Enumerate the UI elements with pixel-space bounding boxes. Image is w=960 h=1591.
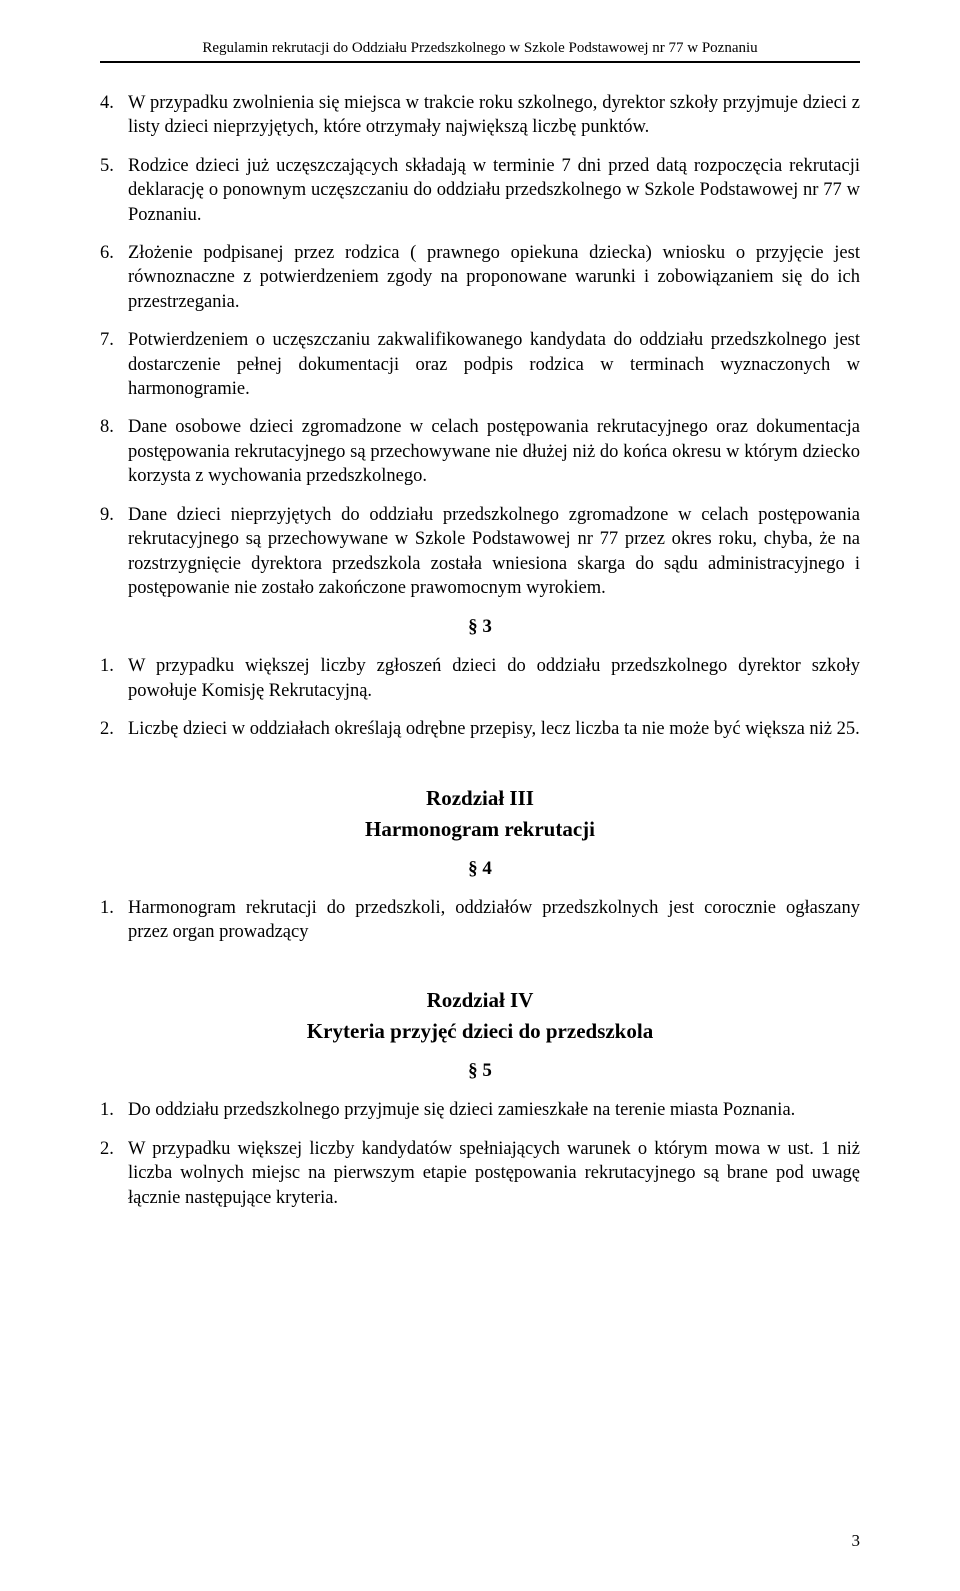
list-item-number: 7. <box>100 328 128 401</box>
section-4-mark: § 4 <box>100 858 860 880</box>
list-item-number: 1. <box>100 1098 128 1122</box>
list-item-number: 5. <box>100 154 128 227</box>
list-block-b: 1.W przypadku większej liczby zgłoszeń d… <box>100 654 860 741</box>
list-item-number: 1. <box>100 654 128 703</box>
list-item-text: Do oddziału przedszkolnego przyjmuje się… <box>128 1098 860 1122</box>
chapter-3-subtitle: Harmonogram rekrutacji <box>100 817 860 842</box>
list-item-number: 1. <box>100 896 128 945</box>
list-item-text: W przypadku zwolnienia się miejsca w tra… <box>128 91 860 140</box>
list-item: 8.Dane osobowe dzieci zgromadzone w cela… <box>100 415 860 488</box>
list-item-number: 2. <box>100 717 128 741</box>
list-item-number: 8. <box>100 415 128 488</box>
list-item: 7.Potwierdzeniem o uczęszczaniu zakwalif… <box>100 328 860 401</box>
chapter-4-subtitle: Kryteria przyjęć dzieci do przedszkola <box>100 1019 860 1044</box>
page-header: Regulamin rekrutacji do Oddziału Przedsz… <box>100 40 860 57</box>
list-item-number: 4. <box>100 91 128 140</box>
header-rule <box>100 61 860 63</box>
list-item-text: W przypadku większej liczby kandydatów s… <box>128 1137 860 1210</box>
list-item: 5.Rodzice dzieci już uczęszczających skł… <box>100 154 860 227</box>
list-block-c: 1.Harmonogram rekrutacji do przedszkoli,… <box>100 896 860 945</box>
list-item-number: 2. <box>100 1137 128 1210</box>
list-item-text: Dane dzieci nieprzyjętych do oddziału pr… <box>128 503 860 601</box>
list-item: 9.Dane dzieci nieprzyjętych do oddziału … <box>100 503 860 601</box>
section-5-mark: § 5 <box>100 1060 860 1082</box>
list-block-d: 1.Do oddziału przedszkolnego przyjmuje s… <box>100 1098 860 1210</box>
list-item-text: W przypadku większej liczby zgłoszeń dzi… <box>128 654 860 703</box>
list-item: 1.W przypadku większej liczby zgłoszeń d… <box>100 654 860 703</box>
list-item: 6.Złożenie podpisanej przez rodzica ( pr… <box>100 241 860 314</box>
list-item: 2.Liczbę dzieci w oddziałach określają o… <box>100 717 860 741</box>
list-item: 2.W przypadku większej liczby kandydatów… <box>100 1137 860 1210</box>
list-item-text: Potwierdzeniem o uczęszczaniu zakwalifik… <box>128 328 860 401</box>
page-number: 3 <box>852 1531 861 1551</box>
list-item-text: Złożenie podpisanej przez rodzica ( praw… <box>128 241 860 314</box>
list-item: 1.Do oddziału przedszkolnego przyjmuje s… <box>100 1098 860 1122</box>
list-item-number: 9. <box>100 503 128 601</box>
section-3-mark: § 3 <box>100 616 860 638</box>
document-page: Regulamin rekrutacji do Oddziału Przedsz… <box>0 0 960 1591</box>
list-item-text: Liczbę dzieci w oddziałach określają odr… <box>128 717 860 741</box>
list-item-text: Dane osobowe dzieci zgromadzone w celach… <box>128 415 860 488</box>
chapter-3-title: Rozdział III <box>100 786 860 811</box>
list-item: 1.Harmonogram rekrutacji do przedszkoli,… <box>100 896 860 945</box>
chapter-4-title: Rozdział IV <box>100 988 860 1013</box>
list-item-number: 6. <box>100 241 128 314</box>
list-item: 4.W przypadku zwolnienia się miejsca w t… <box>100 91 860 140</box>
list-item-text: Rodzice dzieci już uczęszczających skład… <box>128 154 860 227</box>
list-block-a: 4.W przypadku zwolnienia się miejsca w t… <box>100 91 860 600</box>
list-item-text: Harmonogram rekrutacji do przedszkoli, o… <box>128 896 860 945</box>
